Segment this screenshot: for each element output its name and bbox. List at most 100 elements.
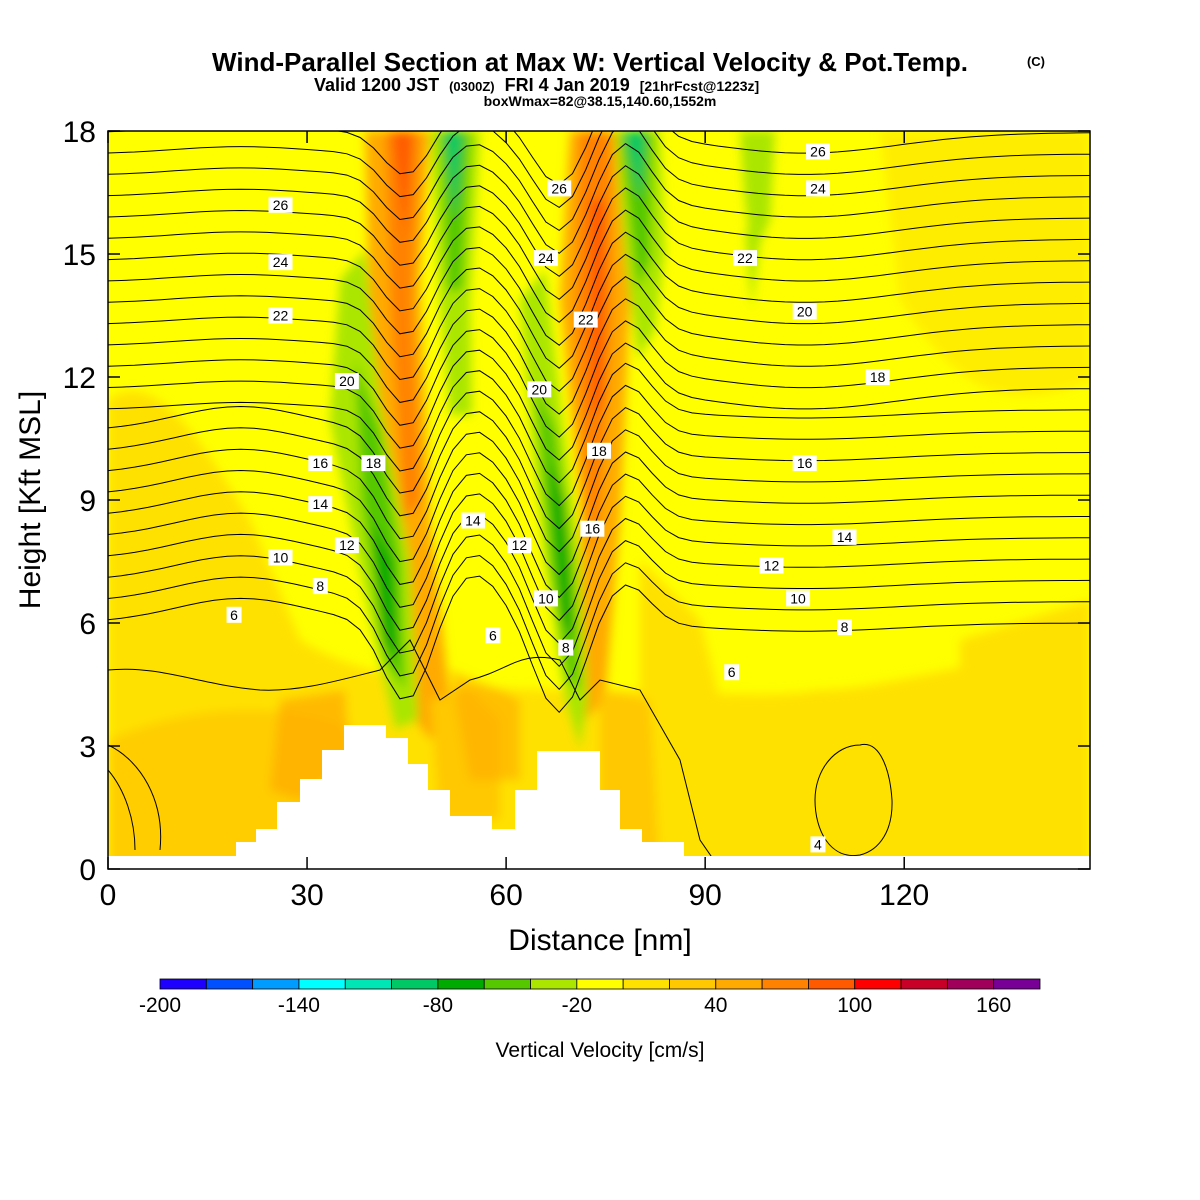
contour-label: 20 xyxy=(792,303,817,320)
valid-date: FRI 4 Jan 2019 xyxy=(505,75,630,95)
theta-contour xyxy=(108,342,1090,461)
colorbar-swatch xyxy=(622,978,670,990)
svg-text:26: 26 xyxy=(273,197,289,213)
y-axis-label: Height [Kft MSL] xyxy=(14,391,47,609)
svg-text:20: 20 xyxy=(531,381,547,397)
svg-text:16: 16 xyxy=(585,521,601,537)
valid-time-line: Valid 1200 JST (0300Z) FRI 4 Jan 2019 [2… xyxy=(314,75,759,95)
colorbar xyxy=(159,978,1041,990)
colorbar-swatch xyxy=(483,978,531,990)
colorbar-swatch xyxy=(900,978,948,990)
svg-text:20: 20 xyxy=(797,303,813,319)
contour-label: 26 xyxy=(547,180,572,197)
svg-text:16: 16 xyxy=(313,455,329,471)
theta-contour xyxy=(108,429,1090,553)
colorbar-swatch xyxy=(159,978,207,990)
contour-label: 10 xyxy=(786,590,811,607)
svg-text:24: 24 xyxy=(538,250,554,266)
contour-label: 24 xyxy=(533,250,558,267)
svg-text:8: 8 xyxy=(841,619,849,635)
colorbar-tick-label: -80 xyxy=(423,994,453,1017)
colorbar-tick-label: -140 xyxy=(278,994,320,1017)
contour-label: 26 xyxy=(268,196,293,213)
contour-label: 24 xyxy=(805,180,830,197)
svg-text:22: 22 xyxy=(737,250,753,266)
svg-text:24: 24 xyxy=(810,180,826,196)
svg-text:26: 26 xyxy=(551,180,567,196)
theta-contour xyxy=(108,142,1090,254)
theta-contour xyxy=(108,231,1090,346)
box-max-info: boxWmax=82@38.15,140.60,1552m xyxy=(484,93,717,109)
contour-label: 12 xyxy=(507,537,532,554)
contour-label: 24 xyxy=(268,254,293,271)
terrain xyxy=(236,725,1090,869)
colorbar-label: Vertical Velocity [cm/s] xyxy=(496,1039,705,1062)
theta-contour xyxy=(108,320,1090,438)
contour-label: 8 xyxy=(312,578,328,595)
x-axis-label: Distance [nm] xyxy=(508,924,691,957)
contour-label: 16 xyxy=(308,455,333,472)
contour-label: 26 xyxy=(805,143,830,160)
contour-label: 16 xyxy=(792,455,817,472)
colorbar-tick-label: -20 xyxy=(562,994,592,1017)
contour-label: 6 xyxy=(485,627,501,644)
theta-contour xyxy=(108,451,1090,576)
svg-text:12: 12 xyxy=(512,537,528,553)
contour-label: 18 xyxy=(865,369,890,385)
svg-text:26: 26 xyxy=(810,144,826,160)
theta-contour xyxy=(108,575,1090,714)
colorbar-swatch xyxy=(530,978,578,990)
svg-text:6: 6 xyxy=(489,627,497,643)
svg-text:10: 10 xyxy=(790,590,806,606)
chart-title: Wind-Parallel Section at Max W: Vertical… xyxy=(212,47,968,77)
theta-contour xyxy=(108,187,1090,300)
x-tick-label: 60 xyxy=(489,879,522,912)
colorbar-tick-label: -200 xyxy=(139,994,181,1017)
contour-label: 12 xyxy=(759,557,784,574)
axis-ticks xyxy=(107,130,1090,870)
contour-label: 16 xyxy=(580,520,605,537)
contour-label: 10 xyxy=(533,590,558,607)
colorbar-tick-labels: -200 -140 -80 -20 40 100 160 xyxy=(139,994,1011,1017)
colorbar-swatch xyxy=(391,978,439,990)
colorbar-swatch xyxy=(993,978,1041,990)
y-tick-label: 15 xyxy=(63,239,96,272)
theta-contour xyxy=(108,209,1090,323)
colorbar-swatch xyxy=(344,978,392,990)
contour-label: 12 xyxy=(334,537,359,554)
contour-label-layer: 4 6 6 6 8 8 8 10 10 10 12 12 12 14 14 14 16 16 16 18 18 18 20 2… xyxy=(226,143,890,853)
theta-contour xyxy=(108,131,1090,232)
colorbar-swatch xyxy=(205,978,254,990)
colorbar-swatch xyxy=(576,978,624,990)
contour-label: 22 xyxy=(268,307,293,324)
theta-contour xyxy=(108,298,1090,415)
svg-text:16: 16 xyxy=(797,455,813,471)
y-tick-label: 9 xyxy=(79,485,96,518)
svg-text:12: 12 xyxy=(764,558,780,574)
contour-label: 6 xyxy=(226,606,242,623)
colorbar-swatch xyxy=(669,978,717,990)
x-tick-label: 0 xyxy=(100,879,117,912)
colorbar-swatch xyxy=(946,978,995,990)
contour-label: 8 xyxy=(837,619,852,636)
x-tick-label: 120 xyxy=(879,879,929,912)
x-tick-label: 90 xyxy=(688,879,721,912)
svg-text:22: 22 xyxy=(578,312,594,328)
valid-utc: (0300Z) xyxy=(449,79,495,94)
y-tick-label: 12 xyxy=(63,362,96,395)
terrain-floor xyxy=(108,856,238,869)
svg-text:12: 12 xyxy=(339,537,355,553)
colorbar-tick-label: 40 xyxy=(704,994,727,1017)
svg-text:20: 20 xyxy=(339,373,355,389)
svg-text:6: 6 xyxy=(728,664,736,680)
colorbar-swatch xyxy=(715,978,763,990)
valid-time: Valid 1200 JST xyxy=(314,75,439,95)
contour-label: 22 xyxy=(732,250,757,267)
potential-temperature-contours xyxy=(108,639,893,869)
contour-label: 14 xyxy=(832,528,857,545)
colorbar-tick-label: 100 xyxy=(837,994,872,1017)
colorbar-swatch xyxy=(298,978,346,990)
svg-text:6: 6 xyxy=(230,607,238,623)
theta-contour xyxy=(108,513,1090,645)
